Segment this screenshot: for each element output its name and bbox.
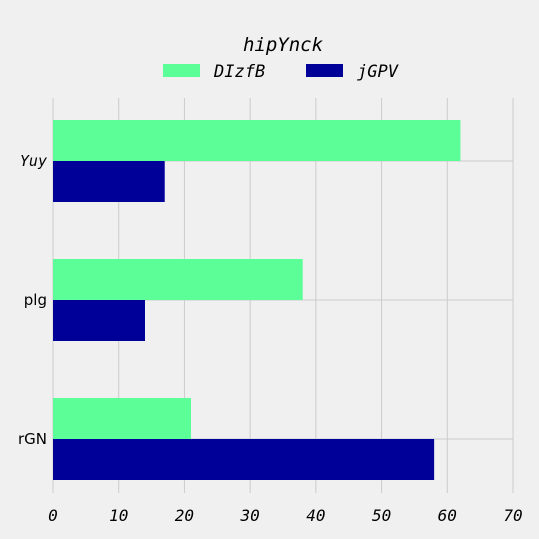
y-tick-label-plg: plg xyxy=(24,291,47,309)
x-tick-label-6: 60 xyxy=(438,506,457,525)
x-tick-label-2: 20 xyxy=(175,506,194,525)
legend-label-DIzfB: DIzfB xyxy=(213,62,265,82)
bar-jGPV-plg xyxy=(53,300,145,341)
x-tick-label-0: 0 xyxy=(48,506,58,525)
bar-jGPV-Yuy xyxy=(53,161,165,202)
legend-label-jGPV: jGPV xyxy=(357,62,399,82)
bar-DIzfB-plg xyxy=(53,259,303,300)
x-tick-label-4: 40 xyxy=(306,506,325,525)
x-tick-label-1: 10 xyxy=(109,506,128,525)
bar-jGPV-rGN xyxy=(53,439,434,480)
legend-swatch-jGPV xyxy=(306,64,343,77)
y-tick-label-rGN: rGN xyxy=(18,430,47,448)
y-tick-label-Yuy: Yuy xyxy=(20,152,47,170)
legend-swatch-DIzfB xyxy=(163,64,200,77)
chart-title: hipYnck xyxy=(243,34,324,56)
bar-DIzfB-Yuy xyxy=(53,120,460,161)
x-tick-label-7: 70 xyxy=(503,506,522,525)
bar-DIzfB-rGN xyxy=(53,398,191,439)
x-tick-label-3: 30 xyxy=(240,506,260,525)
x-tick-label-5: 50 xyxy=(372,506,391,525)
